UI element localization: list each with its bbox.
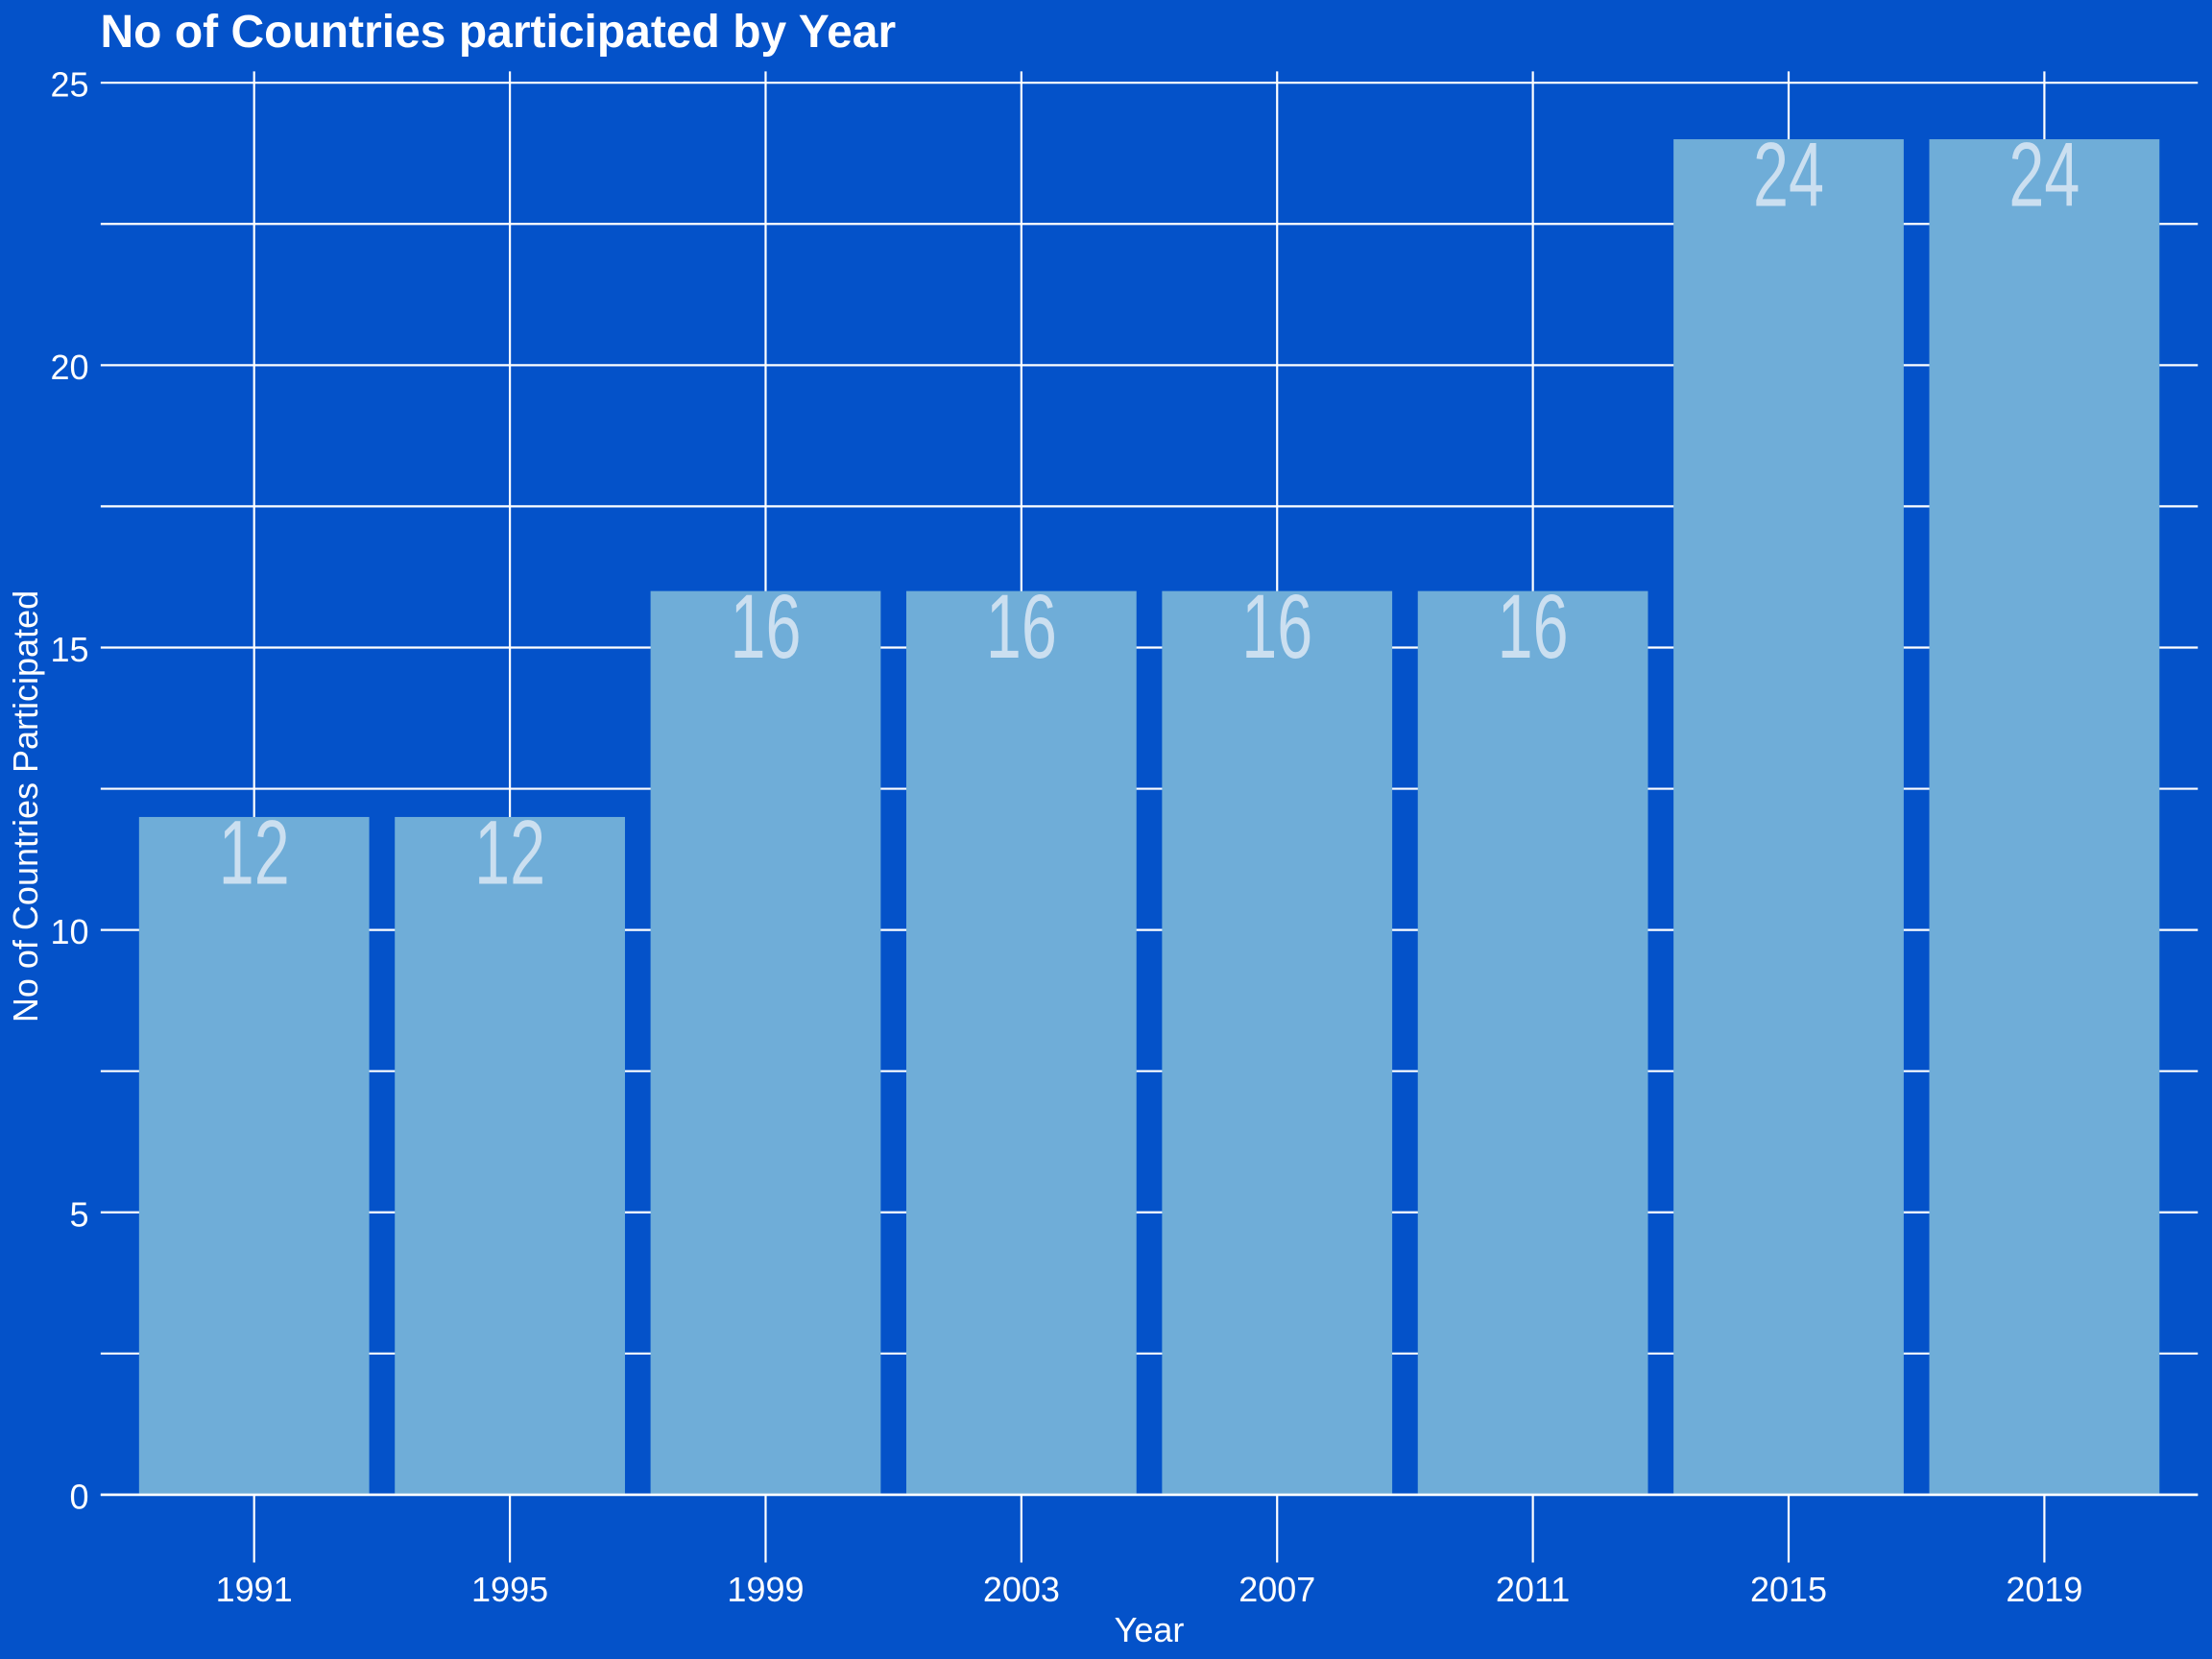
svg-text:16: 16 [730, 577, 801, 678]
svg-text:16: 16 [1241, 577, 1312, 678]
svg-text:20: 20 [50, 348, 88, 387]
svg-text:2011: 2011 [1496, 1570, 1570, 1609]
svg-text:5: 5 [69, 1194, 88, 1234]
svg-text:2007: 2007 [1238, 1570, 1315, 1609]
svg-text:24: 24 [2008, 125, 2080, 226]
svg-text:No of Countries participated b: No of Countries participated by Year [101, 7, 897, 58]
svg-text:1995: 1995 [471, 1570, 548, 1609]
svg-text:No of Countries Participated: No of Countries Participated [6, 590, 45, 1022]
svg-text:12: 12 [219, 803, 290, 903]
svg-text:1991: 1991 [216, 1570, 293, 1609]
svg-text:1999: 1999 [727, 1570, 804, 1609]
svg-text:Year: Year [1115, 1610, 1185, 1649]
svg-text:25: 25 [50, 65, 88, 105]
svg-text:16: 16 [986, 577, 1057, 678]
svg-text:15: 15 [50, 630, 88, 669]
svg-text:2019: 2019 [2006, 1570, 2082, 1609]
svg-text:2003: 2003 [983, 1570, 1060, 1609]
svg-text:10: 10 [50, 912, 88, 951]
svg-text:16: 16 [1498, 577, 1569, 678]
svg-text:2015: 2015 [1750, 1570, 1827, 1609]
svg-text:0: 0 [69, 1477, 88, 1516]
svg-text:24: 24 [1753, 125, 1824, 226]
svg-text:12: 12 [474, 803, 545, 903]
